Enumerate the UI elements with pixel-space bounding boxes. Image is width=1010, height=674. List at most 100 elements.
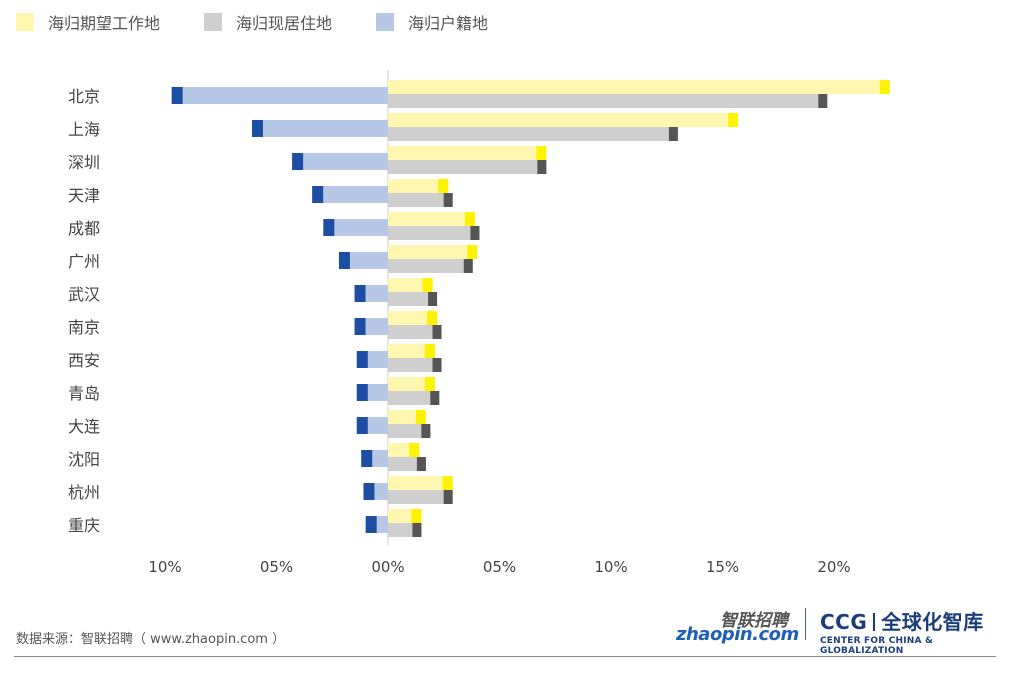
bar-expected-work-cap bbox=[424, 344, 435, 358]
x-tick-label: 05% bbox=[483, 558, 516, 576]
bar-current-residence bbox=[388, 358, 442, 372]
zhaopin-logo: 智联招聘 zhaopin.com bbox=[674, 606, 799, 662]
legend-label-hukou: 海归户籍地 bbox=[408, 14, 489, 33]
bar-current-residence-cap bbox=[432, 325, 442, 339]
bar-current-residence-cap bbox=[443, 490, 453, 504]
bar-expected-work bbox=[388, 377, 435, 391]
bar-expected-work-cap bbox=[467, 245, 478, 259]
legend: 海归期望工作地 海归现居住地 海归户籍地 bbox=[16, 10, 532, 34]
bar-expected-work-cap bbox=[438, 179, 449, 193]
bar-hukou-cap bbox=[338, 252, 350, 269]
zhaopin-logo-en: zhaopin.com bbox=[676, 624, 799, 645]
bar-current-residence-cap bbox=[416, 457, 426, 471]
bar-expected-work bbox=[388, 344, 435, 358]
category-label: 成都 bbox=[68, 219, 100, 238]
bar-current-residence bbox=[388, 292, 438, 306]
bar-expected-work-cap bbox=[422, 278, 433, 292]
bar-current-residence bbox=[388, 391, 440, 405]
footer-divider bbox=[14, 656, 996, 657]
category-label: 沈阳 bbox=[68, 450, 100, 469]
bar-expected-work bbox=[388, 212, 475, 226]
category-label: 杭州 bbox=[68, 483, 100, 502]
bar-hukou-cap bbox=[251, 120, 263, 137]
category-label: 大连 bbox=[68, 417, 100, 436]
bar-hukou-cap bbox=[356, 417, 368, 434]
logo-separator bbox=[805, 608, 806, 640]
bar-hukou bbox=[171, 87, 388, 104]
bar-hukou-cap bbox=[365, 516, 377, 533]
bar-hukou-cap bbox=[292, 153, 304, 170]
category-label: 重庆 bbox=[68, 516, 100, 535]
ccg-logo-bar bbox=[873, 613, 876, 631]
bar-current-residence-cap bbox=[421, 424, 431, 438]
bar-expected-work-cap bbox=[536, 146, 547, 160]
bar-expected-work bbox=[388, 179, 449, 193]
bar-expected-work-cap bbox=[424, 377, 435, 391]
bar-expected-work bbox=[388, 80, 890, 94]
bar-expected-work-cap bbox=[442, 476, 453, 490]
bar-hukou-cap bbox=[363, 483, 375, 500]
bar-current-residence bbox=[388, 127, 678, 141]
bar-current-residence bbox=[388, 490, 453, 504]
bar-expected-work bbox=[388, 245, 478, 259]
bar-current-residence-cap bbox=[412, 523, 422, 537]
bar-hukou-cap bbox=[356, 351, 368, 368]
bar-current-residence-cap bbox=[430, 391, 440, 405]
bar-expected-work bbox=[388, 146, 547, 160]
bar-hukou bbox=[292, 153, 388, 170]
legend-swatch-current-residence bbox=[204, 13, 223, 31]
bar-current-residence bbox=[388, 457, 426, 471]
bar-current-residence-cap bbox=[432, 358, 442, 372]
ccg-logo: CCG 全球化智库 CENTER FOR CHINA & GLOBALIZATIO… bbox=[820, 606, 1000, 656]
bar-current-residence bbox=[388, 94, 828, 108]
bar-current-residence bbox=[388, 193, 453, 207]
bar-current-residence-cap bbox=[818, 94, 828, 108]
bar-expected-work bbox=[388, 311, 438, 325]
bar-expected-work-cap bbox=[415, 410, 426, 424]
bar-hukou-cap bbox=[354, 318, 366, 335]
bar-expected-work bbox=[388, 476, 453, 490]
ccg-logo-cn: 全球化智库 bbox=[881, 610, 984, 634]
x-tick-label: 20% bbox=[817, 558, 850, 576]
bar-current-residence-cap bbox=[428, 292, 438, 306]
category-label: 南京 bbox=[68, 318, 100, 337]
legend-swatch-expected-work bbox=[16, 13, 34, 31]
zhaopin-logo-cn: 智联招聘 bbox=[720, 611, 788, 631]
legend-label-current-residence: 海归现居住地 bbox=[236, 14, 333, 33]
bar-expected-work-cap bbox=[464, 212, 475, 226]
bar-expected-work-cap bbox=[411, 509, 422, 523]
bar-hukou bbox=[338, 252, 388, 269]
bar-expected-work bbox=[388, 113, 739, 127]
category-label: 上海 bbox=[68, 120, 100, 139]
bar-current-residence bbox=[388, 226, 480, 240]
ccg-logo-en: CENTER FOR CHINA & GLOBALIZATION bbox=[820, 636, 934, 656]
category-label: 武汉 bbox=[68, 285, 100, 304]
x-tick-label: 15% bbox=[706, 558, 739, 576]
bar-hukou-cap bbox=[354, 285, 366, 302]
legend-swatch-hukou bbox=[376, 13, 395, 31]
bar-current-residence-cap bbox=[443, 193, 453, 207]
bar-current-residence bbox=[388, 325, 442, 339]
bar-hukou-cap bbox=[171, 87, 183, 104]
x-tick-label: 05% bbox=[260, 558, 293, 576]
bar-current-residence bbox=[388, 160, 547, 174]
category-label: 深圳 bbox=[68, 153, 100, 172]
bar-expected-work-cap bbox=[409, 443, 420, 457]
legend-item-expected-work: 海归期望工作地 bbox=[16, 10, 160, 34]
bar-hukou-cap bbox=[312, 186, 324, 203]
bar-current-residence-cap bbox=[668, 127, 678, 141]
legend-item-current-residence: 海归现居住地 bbox=[204, 10, 332, 34]
category-label: 天津 bbox=[68, 186, 100, 205]
category-label: 青岛 bbox=[68, 384, 100, 403]
category-label: 西安 bbox=[68, 351, 100, 370]
x-tick-label: 00% bbox=[371, 558, 404, 576]
category-label: 广州 bbox=[68, 252, 100, 271]
bar-current-residence bbox=[388, 424, 431, 438]
bar-hukou bbox=[251, 120, 388, 137]
bar-hukou-cap bbox=[323, 219, 335, 236]
legend-label-expected-work: 海归期望工作地 bbox=[48, 14, 161, 33]
ccg-logo-main: CCG bbox=[820, 610, 868, 634]
x-tick-label: 10% bbox=[148, 558, 181, 576]
category-label: 北京 bbox=[68, 87, 100, 106]
